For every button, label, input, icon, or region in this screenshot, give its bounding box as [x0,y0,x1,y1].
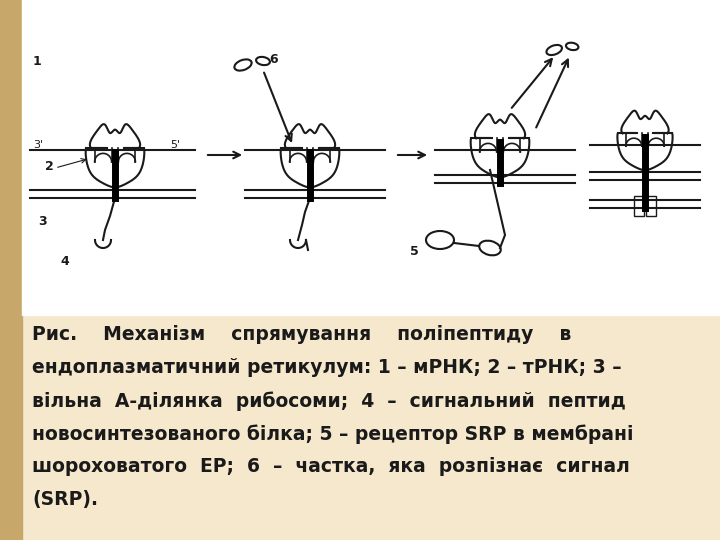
Text: новосинтезованого білка; 5 – рецептор SRP в мембрані: новосинтезованого білка; 5 – рецептор SR… [32,424,634,443]
Bar [0,0,22,540]
Text: вільна  А-ділянка  рибосоми;  4  –  сигнальний  пептид: вільна А-ділянка рибосоми; 4 – сигнальни… [32,391,626,410]
Text: новосинтезованого білка; 5 – рецептор: новосинтезованого білка; 5 – рецептор [0,539,1,540]
Bar [646,196,656,216]
Text: Рис.    Механізм    спрямування    поліпептиду    в: Рис. Механізм спрямування поліпептиду в [32,325,572,344]
Text: 6: 6 [269,53,278,66]
Bar [634,196,644,216]
Bar [22,0,720,315]
Text: 2: 2 [45,160,54,173]
Text: новосинтезованого білка; 5 – рецептор SRP в мембрані: новосинтезованого білка; 5 – рецептор SR… [0,539,1,540]
Text: 3': 3' [33,140,43,150]
Text: 5': 5' [170,140,180,150]
Text: 3: 3 [38,215,47,228]
Text: 1: 1 [33,55,42,68]
Text: 5: 5 [410,245,419,258]
Text: новосинтезованого білка; 5 – рецептор SRP: новосинтезованого білка; 5 – рецептор SR… [0,539,1,540]
Text: шороховатого  ЕР;  6  –  частка,  яка  розпізнає  сигнал: шороховатого ЕР; 6 – частка, яка розпізн… [32,457,630,476]
Text: ендоплазматичний ретикулум: 1 – мРНК; 2 – тРНК; 3 –: ендоплазматичний ретикулум: 1 – мРНК; 2 … [32,358,621,377]
Text: 4: 4 [60,255,68,268]
Text: (SRP).: (SRP). [32,490,98,509]
